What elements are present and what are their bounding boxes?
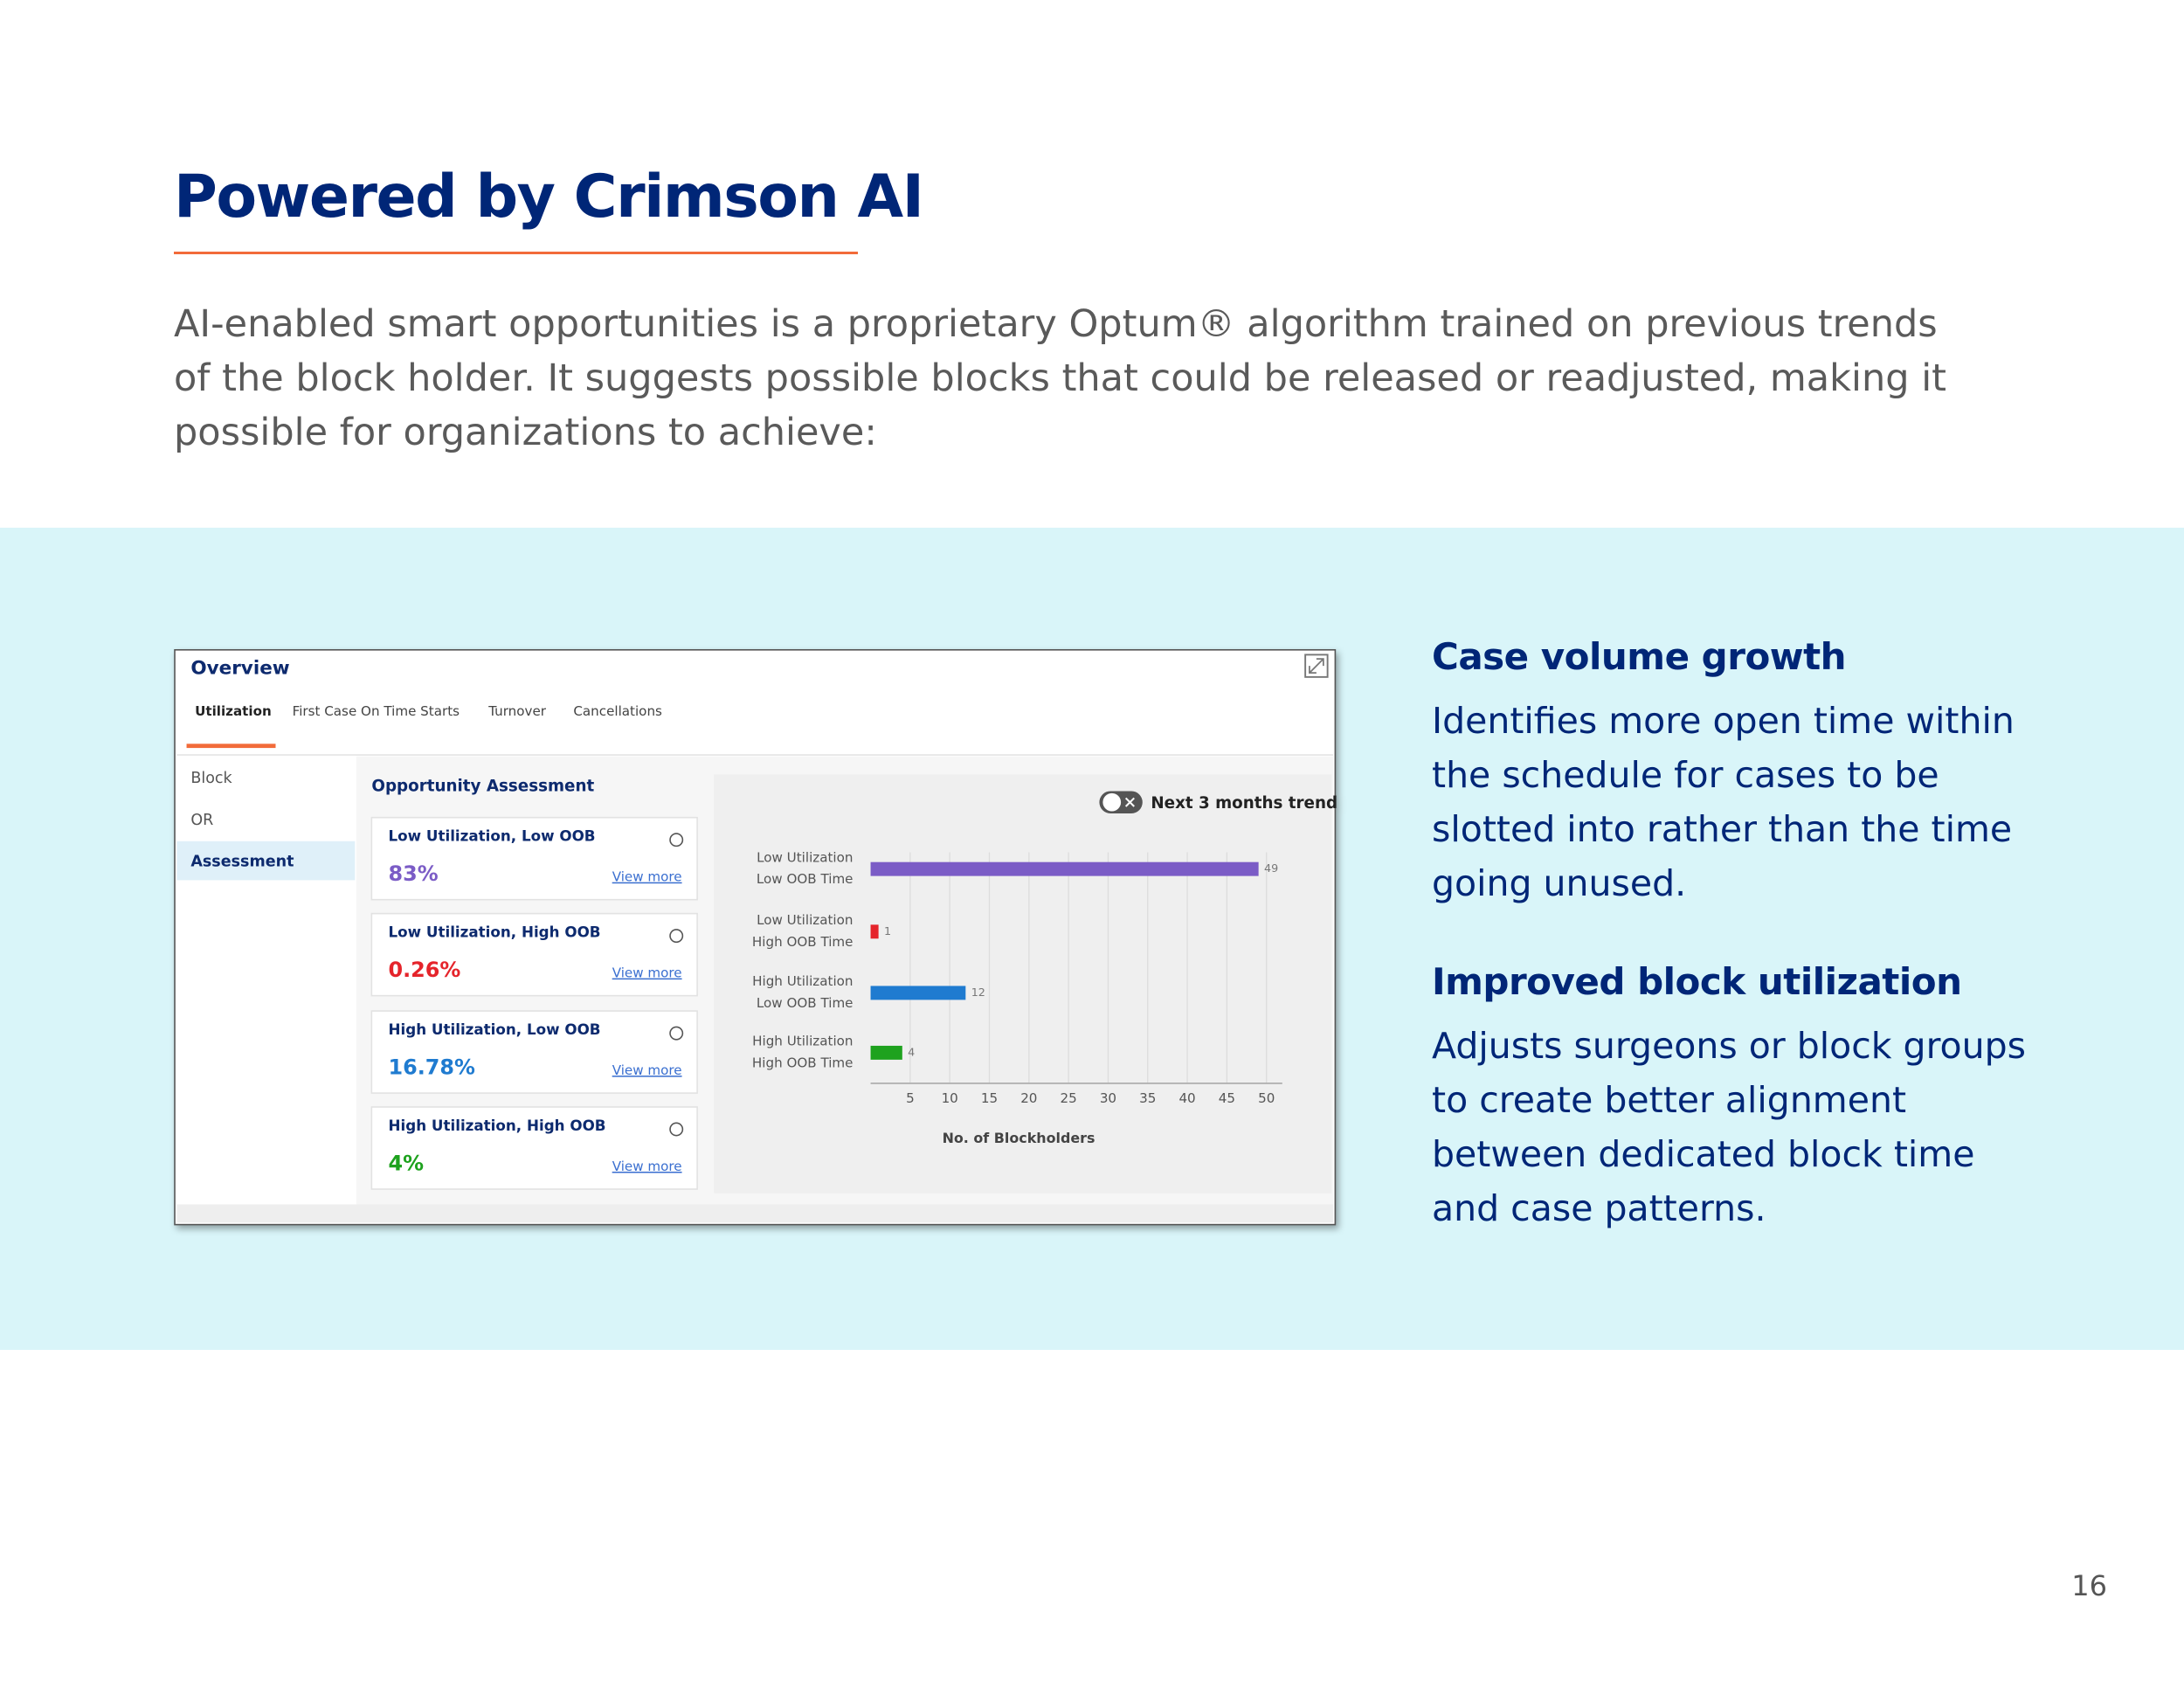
tab[interactable]: Utilization: [195, 703, 272, 719]
info-icon[interactable]: [669, 1026, 684, 1041]
card: [370, 816, 698, 901]
active-tab-underline: [186, 744, 276, 749]
info-icon[interactable]: [669, 1122, 684, 1137]
x-tick-label: 30: [1100, 1090, 1116, 1106]
sidebar-item[interactable]: Block: [190, 770, 232, 787]
y-tick-label: High Utilization: [752, 1034, 853, 1049]
tab[interactable]: Cancellations: [573, 703, 662, 719]
card-link[interactable]: View more: [612, 1159, 682, 1174]
x-tick-label: 20: [1020, 1090, 1037, 1106]
feature: Improved block utilization Adjusts surge…: [1432, 958, 2026, 1235]
trend-toggle[interactable]: [1099, 791, 1143, 813]
info-icon[interactable]: [669, 833, 684, 847]
active-sidebar-highlight: [176, 841, 356, 881]
feature-heading: Case volume growth: [1432, 635, 1847, 678]
card-label: High Utilization, Low OOB: [389, 1020, 601, 1038]
card: [370, 1106, 698, 1190]
value-label: 4: [908, 1046, 915, 1059]
x-tick-label: 40: [1178, 1090, 1195, 1106]
title-underline: [174, 252, 858, 254]
card-label: Low Utilization, High OOB: [389, 923, 601, 940]
dashboard-screenshot: Overview Opportunity Assessment Next 3 m…: [174, 649, 1337, 1226]
x-tick-label: 10: [942, 1090, 958, 1106]
card: [370, 912, 698, 997]
x-axis-label: No. of Blockholders: [943, 1130, 1095, 1146]
expand-box[interactable]: [1304, 654, 1329, 678]
sidebar-item[interactable]: Assessment: [190, 854, 294, 871]
y-tick-label: Low Utilization: [757, 912, 853, 928]
card-label: Low Utilization, Low OOB: [389, 827, 596, 845]
sidebar-item[interactable]: OR: [190, 812, 213, 829]
card-link[interactable]: View more: [612, 869, 682, 885]
value-label: 49: [1264, 862, 1278, 875]
x-tick-label: 5: [906, 1090, 915, 1106]
y-tick-label: Low OOB Time: [757, 871, 854, 887]
y-tick-label: Low OOB Time: [757, 995, 854, 1011]
x-tick-label: 35: [1139, 1090, 1156, 1106]
expand-icon[interactable]: [1304, 654, 1329, 678]
y-tick-label: High OOB Time: [752, 1055, 854, 1070]
card-value: 83%: [389, 861, 439, 886]
screenshot-heading: Overview: [190, 657, 289, 679]
card-value: 4%: [389, 1151, 425, 1175]
feature-text: Identifies more open time within the sch…: [1432, 700, 2015, 904]
bar: [870, 1045, 902, 1060]
tab[interactable]: First Case On Time Starts: [293, 703, 460, 719]
card-link[interactable]: View more: [612, 965, 682, 981]
info-icon[interactable]: [669, 929, 684, 944]
card-value: 16.78%: [389, 1055, 476, 1079]
intro-text: AI-enabled smart opportunities is a prop…: [174, 302, 1946, 454]
card-link[interactable]: View more: [612, 1062, 682, 1078]
feature: Case volume growth Identifies more open …: [1432, 633, 2026, 910]
x-tick-label: 25: [1061, 1090, 1077, 1106]
toggle-x[interactable]: [1124, 797, 1135, 807]
panel-title: Opportunity Assessment: [371, 778, 594, 796]
bar: [870, 986, 966, 1000]
bar: [870, 861, 1259, 876]
toggle-knob[interactable]: [1102, 792, 1122, 812]
x-tick-label: 50: [1258, 1090, 1275, 1106]
tab[interactable]: Turnover: [487, 703, 547, 719]
y-tick-label: High Utilization: [752, 973, 853, 989]
chart-panel: [714, 774, 1332, 1193]
feature-heading: Improved block utilization: [1432, 960, 1962, 1003]
x-tick-label: 15: [981, 1090, 998, 1106]
y-tick-label: High OOB Time: [752, 934, 854, 950]
bottom-strip: [176, 1204, 1333, 1223]
page-number: 16: [2071, 1569, 2107, 1602]
bar: [870, 924, 879, 939]
y-tick-label: Low Utilization: [757, 849, 853, 865]
x-tick-label: 45: [1219, 1090, 1235, 1106]
feature-text: Adjusts surgeons or block groups to crea…: [1432, 1025, 2026, 1229]
card: [370, 1010, 698, 1094]
toggle-label: Next 3 months trend: [1151, 794, 1337, 813]
expand-arrow[interactable]: [1309, 658, 1324, 674]
value-label: 12: [971, 986, 985, 1000]
card-label: High Utilization, High OOB: [389, 1117, 606, 1134]
page-title: Powered by Crimson AI: [174, 163, 924, 232]
card-value: 0.26%: [389, 958, 461, 982]
value-label: 1: [884, 925, 891, 938]
